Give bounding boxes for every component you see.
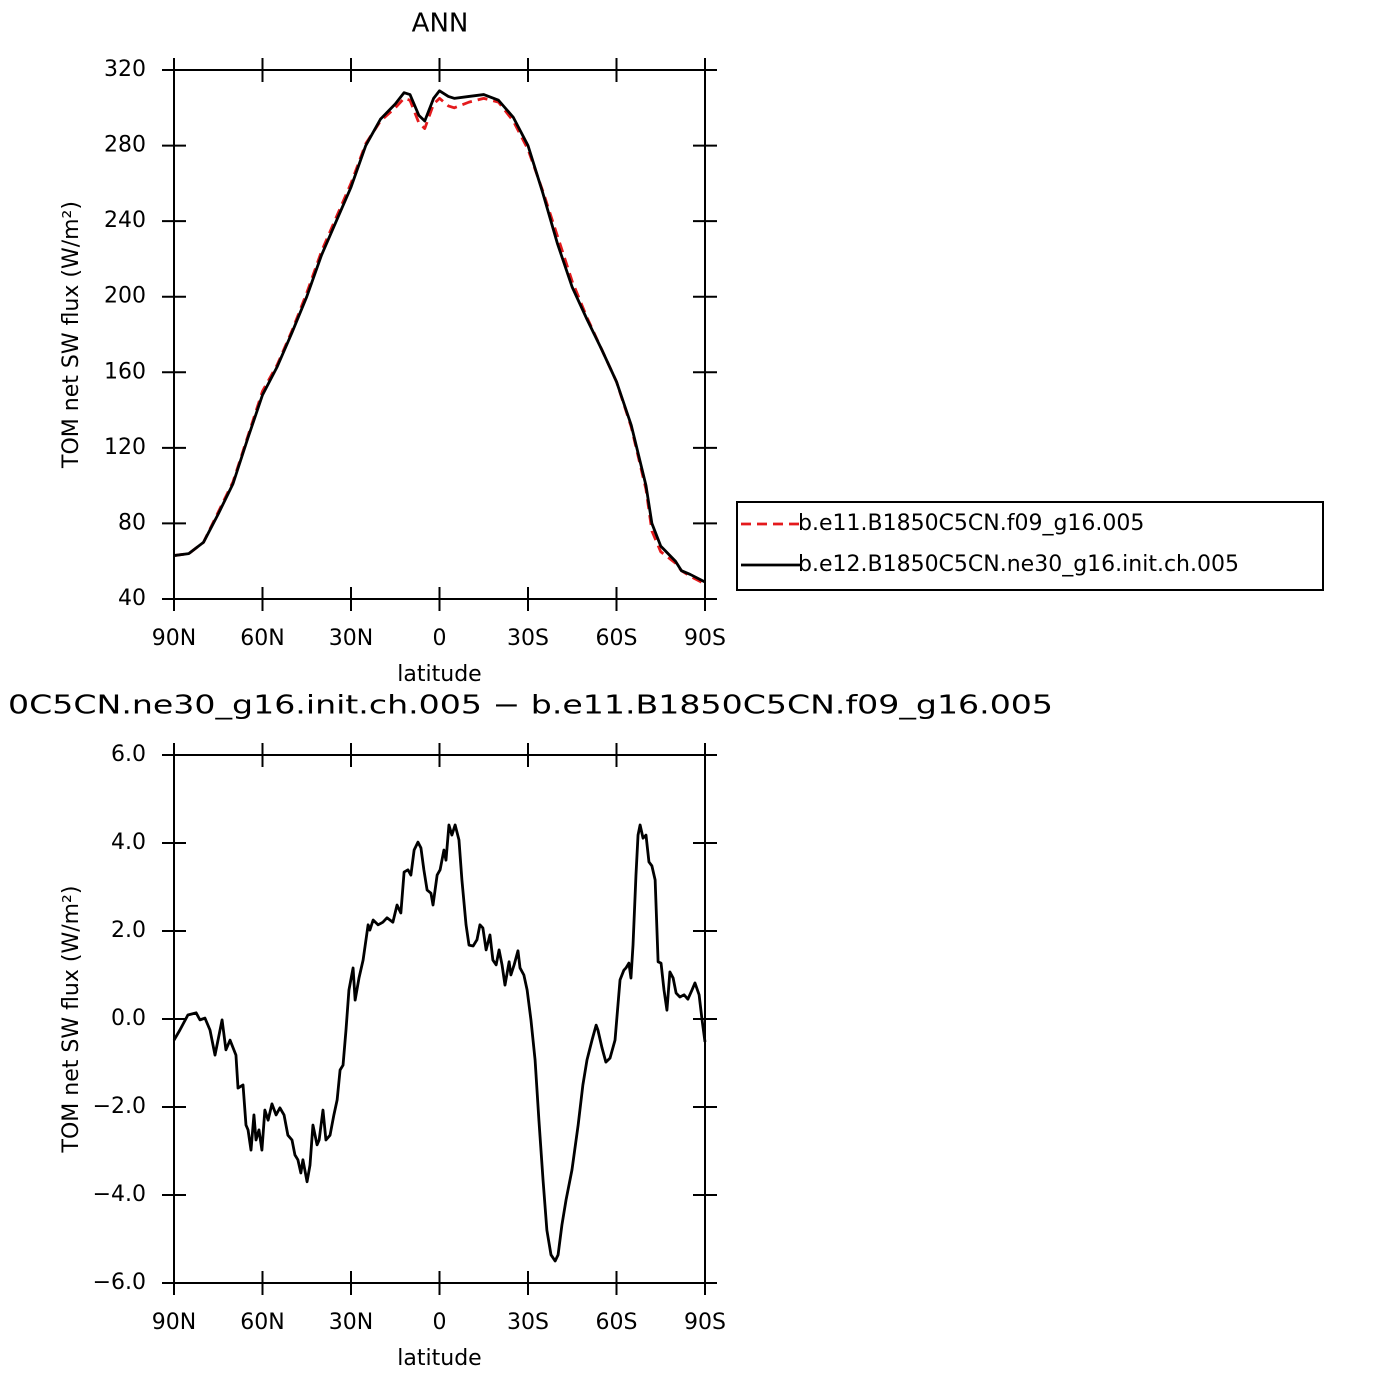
x-tick-label: 30N — [329, 1310, 373, 1335]
y-tick-label: −2.0 — [93, 1094, 146, 1119]
x-tick-label: 90S — [684, 1310, 726, 1335]
x-tick-label: 30S — [507, 1310, 549, 1335]
x-tick-label: 90N — [152, 626, 196, 651]
y-tick-label: 80 — [118, 510, 146, 535]
x-tick-label: 0 — [433, 1310, 447, 1335]
y-axis-label: TOM net SW flux (W/m²) — [59, 201, 84, 469]
y-tick-label: 280 — [104, 133, 146, 158]
x-axis-label: latitude — [397, 662, 481, 687]
y-tick-label: 200 — [104, 284, 146, 309]
x-tick-label: 60S — [596, 1310, 638, 1335]
y-tick-label: 160 — [104, 359, 146, 384]
y-tick-label: 0.0 — [111, 1006, 146, 1031]
plot-frame — [173, 754, 706, 1284]
y-tick-label: 240 — [104, 208, 146, 233]
y-tick-label: 120 — [104, 435, 146, 460]
x-tick-label: 90S — [684, 626, 726, 651]
y-tick-label: 2.0 — [111, 918, 146, 943]
x-tick-label: 0 — [433, 626, 447, 651]
x-tick-label: 60N — [240, 1310, 284, 1335]
y-tick-label: 320 — [104, 57, 146, 82]
chart-title: 0C5CN.ne30_g16.init.ch.005 − b.e11.B1850… — [8, 691, 1053, 721]
series-line — [173, 96, 706, 586]
x-tick-label: 30S — [507, 626, 549, 651]
y-tick-label: 6.0 — [111, 742, 146, 767]
x-tick-label: 60S — [596, 626, 638, 651]
y-tick-label: −6.0 — [93, 1270, 146, 1295]
series-line — [173, 89, 706, 584]
plot-frame — [173, 69, 706, 600]
legend-box — [736, 501, 1324, 591]
x-tick-label: 60N — [240, 626, 284, 651]
legend-label: b.e12.B1850C5CN.ne30_g16.init.ch.005 — [798, 552, 1239, 577]
y-tick-label: 40 — [118, 586, 146, 611]
x-tick-label: 30N — [329, 626, 373, 651]
x-axis-label: latitude — [397, 1346, 481, 1371]
series-line — [172, 823, 707, 1263]
y-axis-label: TOM net SW flux (W/m²) — [59, 886, 84, 1154]
y-tick-label: −4.0 — [93, 1182, 146, 1207]
legend-label: b.e11.B1850C5CN.f09_g16.005 — [798, 511, 1144, 536]
y-tick-label: 4.0 — [111, 830, 146, 855]
x-tick-label: 90N — [152, 1310, 196, 1335]
chart-title: ANN — [412, 9, 469, 39]
